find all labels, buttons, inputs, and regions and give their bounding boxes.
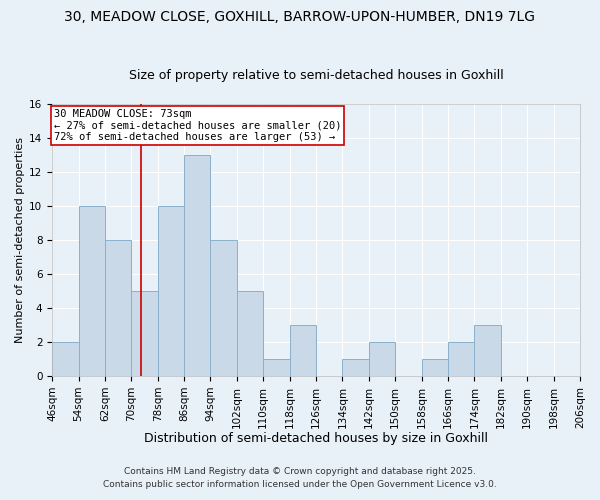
Bar <box>422 359 448 376</box>
Bar <box>184 155 211 376</box>
Bar <box>290 325 316 376</box>
Bar <box>158 206 184 376</box>
Bar <box>369 342 395 376</box>
Bar <box>52 342 79 376</box>
Bar <box>237 291 263 376</box>
Bar <box>475 325 501 376</box>
Bar <box>79 206 105 376</box>
Title: Size of property relative to semi-detached houses in Goxhill: Size of property relative to semi-detach… <box>128 69 503 82</box>
Text: Contains HM Land Registry data © Crown copyright and database right 2025.: Contains HM Land Registry data © Crown c… <box>124 467 476 476</box>
Bar <box>211 240 237 376</box>
Y-axis label: Number of semi-detached properties: Number of semi-detached properties <box>15 137 25 343</box>
Bar <box>131 291 158 376</box>
Text: 30, MEADOW CLOSE, GOXHILL, BARROW-UPON-HUMBER, DN19 7LG: 30, MEADOW CLOSE, GOXHILL, BARROW-UPON-H… <box>65 10 536 24</box>
Text: 30 MEADOW CLOSE: 73sqm
← 27% of semi-detached houses are smaller (20)
72% of sem: 30 MEADOW CLOSE: 73sqm ← 27% of semi-det… <box>54 109 341 142</box>
Bar <box>343 359 369 376</box>
X-axis label: Distribution of semi-detached houses by size in Goxhill: Distribution of semi-detached houses by … <box>144 432 488 445</box>
Bar <box>448 342 475 376</box>
Text: Contains public sector information licensed under the Open Government Licence v3: Contains public sector information licen… <box>103 480 497 489</box>
Bar <box>263 359 290 376</box>
Bar <box>105 240 131 376</box>
